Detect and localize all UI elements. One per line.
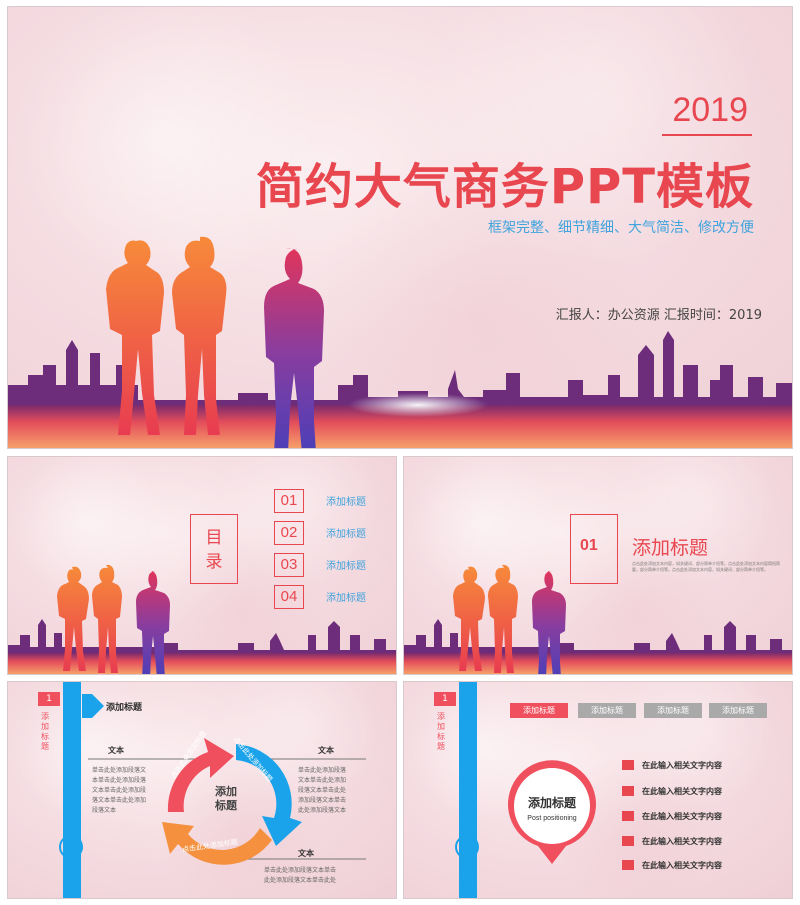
section-number: 01	[580, 537, 598, 554]
slide-badge: 1	[434, 692, 456, 706]
section-description: 点击此处添加文本内容，如关键词、部分简单介绍等。点击此处添加文本内容简短简要，部…	[632, 561, 780, 572]
toc-item-03[interactable]: 添加标题	[326, 561, 366, 572]
paragraph-right: 单击此处添加段落文本单击此处添加段落文本单击此处添加段落文本单击此处添加段落文本	[298, 767, 347, 814]
section-title: 添加标题	[632, 537, 709, 559]
text-label-bottom: 文本	[298, 849, 314, 858]
toc-heading-frame	[190, 514, 238, 584]
city-people-silhouette	[8, 236, 792, 448]
list-bullet	[622, 786, 634, 796]
side-ring-icon	[455, 835, 479, 859]
toc-num-01: 01	[274, 489, 304, 513]
list-bullet	[622, 836, 634, 846]
tab-3[interactable]: 添加标题	[644, 703, 702, 718]
slide-cycle-diagram[interactable]: 1 添加标题 添加标题 文本 单击此处添加段落文本单击此处添加段落文本单击此处添…	[7, 681, 397, 899]
slide-cover[interactable]: 2019 简约大气商务PPT模板 框架完整、细节精细、大气简洁、修改方便 汇报人…	[7, 6, 793, 449]
list-item-4: 在此输入相关文字内容	[642, 837, 722, 846]
list-item-1: 在此输入相关文字内容	[642, 761, 722, 770]
connector-line-left	[88, 758, 206, 760]
slide-heading: 添加标题	[106, 703, 143, 713]
list-item-2: 在此输入相关文字内容	[642, 787, 722, 796]
toc-heading: 目录	[205, 528, 223, 572]
year-underline	[662, 134, 752, 136]
pin-title: 添加标题	[527, 796, 576, 810]
toc-item-02[interactable]: 添加标题	[326, 529, 366, 540]
toc-num-03: 03	[274, 553, 304, 577]
slide-section[interactable]: 01 添加标题 点击此处添加文本内容，如关键词、部分简单介绍等。点击此处添加文本…	[403, 456, 793, 675]
cover-title: 简约大气商务PPT模板	[255, 159, 754, 215]
connector-line-bottom	[248, 858, 366, 860]
list-bullet	[622, 760, 634, 770]
location-pin-icon	[508, 760, 596, 864]
side-title: 添加标题	[437, 712, 445, 751]
slide-pin-list[interactable]: 1 添加标题 添加标题 添加标题 添加标题 添加标题 添加标题 Post pos…	[403, 681, 793, 899]
side-bar	[459, 682, 477, 898]
list-item-5: 在此输入相关文字内容	[642, 861, 722, 870]
slide-toc[interactable]: 目录 01 添加标题 02 添加标题 03 添加标题 04 添加标题	[7, 456, 397, 675]
tab-4[interactable]: 添加标题	[709, 703, 767, 718]
cover-subtitle: 框架完整、细节精细、大气简洁、修改方便	[488, 220, 754, 236]
text-label-left: 文本	[108, 746, 124, 755]
side-title: 添加标题	[41, 712, 49, 751]
toc-item-04[interactable]: 添加标题	[326, 593, 366, 604]
section-number-frame	[570, 514, 618, 584]
cycle-arrows	[162, 738, 302, 865]
list-bullet	[622, 811, 634, 821]
pin-subtitle: Post positioning	[527, 815, 577, 822]
list-item-3: 在此输入相关文字内容	[642, 812, 722, 821]
tab-2[interactable]: 添加标题	[578, 703, 636, 718]
city-people-silhouette	[8, 564, 396, 674]
city-people-silhouette	[404, 564, 792, 674]
heading-arrow-icon	[82, 694, 104, 718]
toc-item-01[interactable]: 添加标题	[326, 497, 366, 508]
side-bar	[63, 682, 81, 898]
cover-year: 2019	[672, 91, 748, 129]
toc-num-02: 02	[274, 521, 304, 545]
toc-num-04: 04	[274, 585, 304, 609]
side-ring-icon	[59, 835, 83, 859]
slide-badge: 1	[38, 692, 60, 706]
tab-1[interactable]: 添加标题	[510, 703, 568, 718]
list-bullet	[622, 860, 634, 870]
cover-reporter: 汇报人：办公资源 汇报时间：2019	[555, 308, 762, 323]
connector-line-right	[258, 758, 366, 760]
paragraph-bottom: 单击此处添加段落文本单击此处添加段落文本单击此处	[264, 867, 337, 884]
paragraph-left: 单击此处添加段落文本单击此处添加段落文本单击此处添加段落文本单击此处添加段落文本	[92, 767, 147, 814]
cycle-center-label: 添加标题	[215, 785, 237, 812]
text-label-right: 文本	[318, 746, 334, 755]
